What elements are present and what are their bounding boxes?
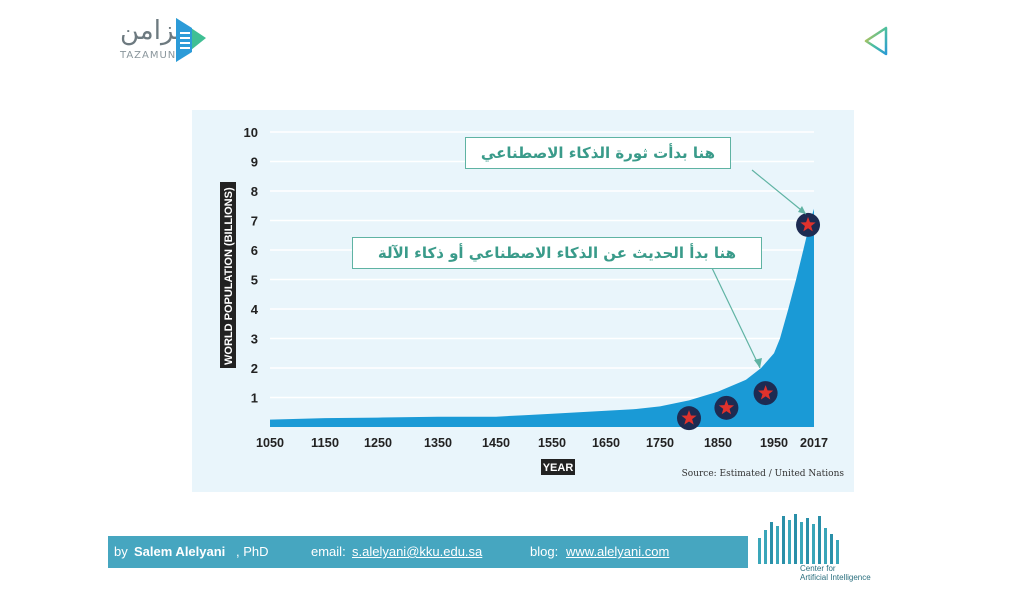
callout-ai-revolution: هنا بدأت ثورة الذكاء الاصطناعي [465,137,731,169]
x-tick-label: 1350 [424,435,452,450]
x-tick-label: 1050 [256,435,284,450]
star-marker [753,381,778,406]
logo-arabic-name: تزامن [120,16,183,46]
callout-arrow-head-revolution [798,206,806,214]
cai-line1: Center for [800,564,836,573]
y-tick-label: 7 [251,214,258,229]
chart-source: Source: Estimated / United Nations [682,469,845,479]
chart-panel: 1 2 3 4 5 6 7 8 9 10 1050 1150 1250 1350 1450 1550 1650… [192,110,854,492]
y-tick-label: 10 [244,125,258,140]
x-tick-label: 1650 [592,435,620,450]
x-tick-label: 1950 [760,435,788,450]
tazamun-logo: تزامن TAZAMUN [112,14,212,68]
y-tick-label: 9 [251,155,258,170]
y-tick-label: 6 [251,243,258,258]
x-tick-label: 1150 [311,435,339,450]
star-marker [796,212,821,237]
ai-barcode-icon [758,514,839,564]
y-tick-label: 4 [251,302,259,317]
back-arrow-icon[interactable] [862,26,892,56]
y-tick-label: 2 [251,361,258,376]
star-marker [677,406,701,431]
y-tick-label: 8 [251,184,258,199]
population-area [270,208,814,427]
play-logo-icon [176,18,206,62]
callout-arrow-revolution [751,169,807,215]
footer-bar: by Salem Alelyani , PhD email: s.alelyan… [108,536,748,568]
footer-degree: , PhD [236,544,269,559]
x-axis-label: YEAR [543,462,574,474]
callout-arrow-talk [711,267,761,369]
x-tick-label: 2017 [800,435,828,450]
cai-line2: Artificial Intelligence [800,573,871,582]
callout-arrow-head-talk [754,358,762,368]
x-tick-label: 1450 [482,435,510,450]
footer-author: Salem Alelyani [134,544,226,559]
y-tick-label: 1 [251,391,258,406]
x-axis-title: YEAR [541,459,575,475]
logo-english-name: TAZAMUN [120,50,177,61]
center-for-ai-logo: Center for Artificial Intelligence [756,512,896,588]
y-tick-label: 3 [251,332,258,347]
y-tick-label: 5 [251,273,258,288]
footer-blog-label: blog: [530,544,559,559]
x-tick-label: 1250 [364,435,392,450]
x-tick-label: 1750 [646,435,674,450]
center-for-ai-text: Center for Artificial Intelligence [800,564,871,582]
footer-email-link[interactable]: s.alelyani@kku.edu.sa [352,544,483,559]
x-tick-label: 1550 [538,435,566,450]
footer-by: by [114,544,128,559]
footer-blog-link[interactable]: www.alelyani.com [566,544,670,559]
x-tick-label: 1850 [704,435,732,450]
star-marker [714,395,739,420]
y-axis-title: WORLD POPULATION (BILLIONS) [220,182,236,368]
footer-email-label: email: [311,544,346,559]
y-axis-label: WORLD POPULATION (BILLIONS) [223,187,235,365]
callout-ai-talk: هنا بدأ الحديث عن الذكاء الاصطناعي أو ذك… [352,237,762,269]
